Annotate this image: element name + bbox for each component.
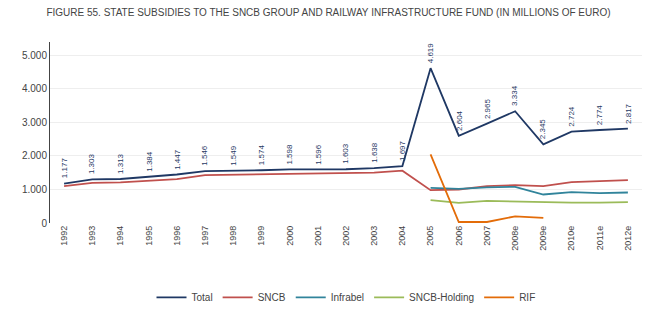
svg-text:1992: 1992 <box>59 226 69 246</box>
svg-text:2006: 2006 <box>454 226 464 246</box>
svg-text:1.447: 1.447 <box>173 149 182 170</box>
svg-text:2001: 2001 <box>313 226 323 246</box>
svg-text:Infrabel: Infrabel <box>331 292 364 303</box>
svg-text:2.965: 2.965 <box>483 98 492 119</box>
svg-text:1.384: 1.384 <box>145 151 154 172</box>
svg-text:4.619: 4.619 <box>426 43 435 64</box>
svg-text:SNCB: SNCB <box>258 292 286 303</box>
svg-text:3.334: 3.334 <box>510 85 519 106</box>
svg-text:FIGURE 55. STATE SUBSIDIES TO: FIGURE 55. STATE SUBSIDIES TO THE SNCB G… <box>46 7 610 18</box>
svg-text:1.177: 1.177 <box>60 158 69 179</box>
svg-text:1994: 1994 <box>115 226 125 246</box>
svg-text:1.546: 1.546 <box>200 145 209 166</box>
svg-text:2004: 2004 <box>397 226 407 246</box>
svg-text:1.596: 1.596 <box>314 144 323 165</box>
svg-text:1995: 1995 <box>144 226 154 246</box>
svg-text:2007: 2007 <box>482 226 492 246</box>
svg-text:1.313: 1.313 <box>116 153 125 174</box>
svg-text:1.000: 1.000 <box>22 184 47 195</box>
svg-text:2.345: 2.345 <box>538 119 547 140</box>
svg-text:2.000: 2.000 <box>22 150 47 161</box>
svg-text:Total: Total <box>192 292 213 303</box>
svg-text:2010e: 2010e <box>566 226 576 251</box>
svg-text:1998: 1998 <box>228 226 238 246</box>
svg-text:2008e: 2008e <box>510 226 520 251</box>
svg-text:2011e: 2011e <box>595 226 605 250</box>
svg-text:1993: 1993 <box>87 226 97 246</box>
svg-text:5.000: 5.000 <box>22 50 47 61</box>
svg-text:2009e: 2009e <box>538 226 548 251</box>
svg-text:2.817: 2.817 <box>624 103 633 124</box>
svg-text:4.000: 4.000 <box>22 83 47 94</box>
svg-text:1996: 1996 <box>172 226 182 246</box>
svg-text:2.774: 2.774 <box>595 105 604 126</box>
svg-text:1997: 1997 <box>200 226 210 246</box>
svg-text:0: 0 <box>41 218 47 229</box>
svg-text:1.603: 1.603 <box>341 143 350 164</box>
svg-text:SNCB-Holding: SNCB-Holding <box>409 292 474 303</box>
svg-text:1.697: 1.697 <box>398 140 407 161</box>
svg-text:1.303: 1.303 <box>87 154 96 175</box>
svg-text:1999: 1999 <box>256 226 266 246</box>
svg-text:2000: 2000 <box>285 226 295 246</box>
svg-text:2003: 2003 <box>369 226 379 246</box>
svg-text:2.724: 2.724 <box>567 106 576 127</box>
svg-text:3.000: 3.000 <box>22 117 47 128</box>
svg-text:1.598: 1.598 <box>285 144 294 165</box>
svg-text:2002: 2002 <box>341 226 351 246</box>
svg-text:2012e: 2012e <box>623 226 633 251</box>
svg-text:1.549: 1.549 <box>229 145 238 166</box>
svg-text:2.604: 2.604 <box>455 110 464 131</box>
svg-text:1.638: 1.638 <box>370 142 379 163</box>
svg-text:1.574: 1.574 <box>257 145 266 166</box>
svg-text:RIF: RIF <box>519 292 535 303</box>
svg-text:2005: 2005 <box>425 226 435 246</box>
